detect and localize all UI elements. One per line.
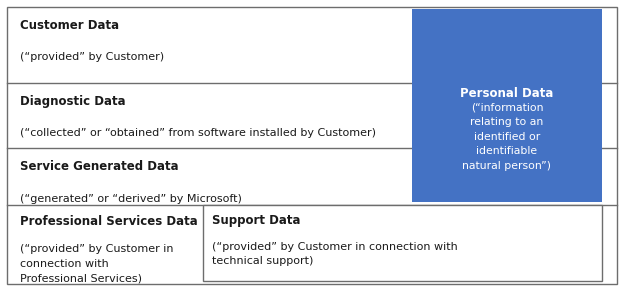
Text: Diagnostic Data: Diagnostic Data [20,95,125,108]
Text: Service Generated Data: Service Generated Data [20,160,178,173]
Bar [412,9,602,202]
Text: (“provided” by Customer): (“provided” by Customer) [20,52,164,62]
Text: Personal Data: Personal Data [461,87,553,100]
Text: (“provided” by Customer in
connection with
Professional Services): (“provided” by Customer in connection wi… [20,244,173,283]
Text: Support Data: Support Data [212,214,301,227]
Bar [203,205,602,281]
Text: (“information
relating to an
identified or
identifiable
natural person”): (“information relating to an identified … [462,103,552,171]
Text: (“provided” by Customer in connection with
technical support): (“provided” by Customer in connection wi… [212,242,458,266]
Text: (“collected” or “obtained” from software installed by Customer): (“collected” or “obtained” from software… [20,128,376,138]
Text: Customer Data: Customer Data [20,19,119,32]
Text: Professional Services Data: Professional Services Data [20,215,198,228]
Text: (“generated” or “derived” by Microsoft): (“generated” or “derived” by Microsoft) [20,194,242,203]
